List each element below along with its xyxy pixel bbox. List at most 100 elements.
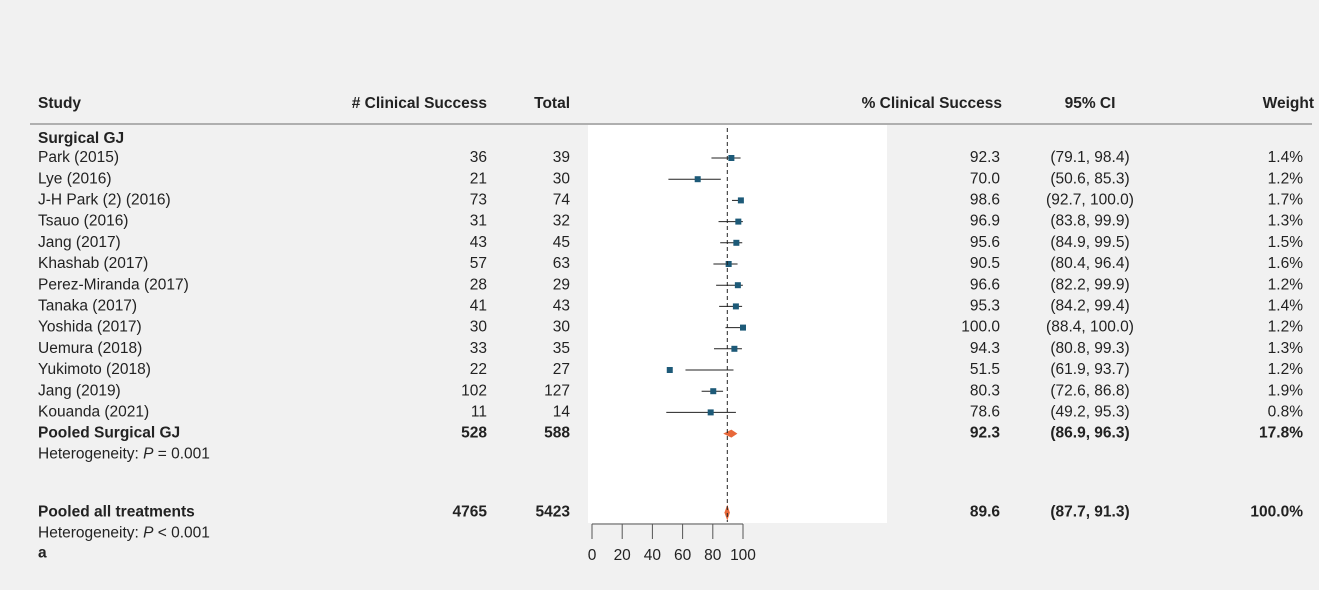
x-tick-label: 40 xyxy=(644,547,662,564)
success-count: 102 xyxy=(461,382,487,399)
success-count: 43 xyxy=(470,234,487,251)
percent-success: 51.5 xyxy=(970,361,1000,378)
pooled-diamond xyxy=(724,504,730,521)
x-tick-label: 20 xyxy=(614,547,632,564)
total-count: 14 xyxy=(553,403,571,420)
total-count: 63 xyxy=(553,255,570,272)
confidence-interval: (72.6, 86.8) xyxy=(1050,382,1129,399)
x-tick-label: 0 xyxy=(588,547,597,564)
weight: 1.3% xyxy=(1268,213,1304,230)
percent-success: 94.3 xyxy=(970,340,1000,357)
success-count: 4765 xyxy=(453,504,488,521)
confidence-interval: (61.9, 93.7) xyxy=(1050,361,1129,378)
weight: 100.0% xyxy=(1250,504,1303,521)
confidence-interval: (84.9, 99.5) xyxy=(1050,234,1129,251)
success-count: 73 xyxy=(470,191,487,208)
study-marker xyxy=(735,218,742,225)
confidence-interval: (49.2, 95.3) xyxy=(1050,403,1129,420)
study-name: Pooled Surgical GJ xyxy=(38,425,180,442)
percent-success: 80.3 xyxy=(970,382,1000,399)
success-count: 11 xyxy=(471,403,487,420)
heterogeneity-part: < 0.001 xyxy=(153,525,209,542)
column-header: % Clinical Success xyxy=(862,95,1002,112)
study-marker xyxy=(707,409,714,416)
confidence-interval: (80.8, 99.3) xyxy=(1050,340,1129,357)
weight: 1.2% xyxy=(1268,276,1304,293)
study-name: Khashab (2017) xyxy=(38,255,148,272)
study-name: Park (2015) xyxy=(38,149,119,166)
percent-success: 89.6 xyxy=(970,504,1001,521)
study-name: Yoshida (2017) xyxy=(38,319,142,336)
success-count: 22 xyxy=(470,361,487,378)
success-count: 41 xyxy=(470,297,487,314)
weight: 1.2% xyxy=(1268,170,1304,187)
x-tick-label: 60 xyxy=(674,547,692,564)
column-header: 95% CI xyxy=(1065,95,1116,112)
heterogeneity-part: = 0.001 xyxy=(153,446,209,463)
column-header: Weight xyxy=(1263,95,1314,112)
study-name: Jang (2017) xyxy=(38,234,121,251)
percent-success: 92.3 xyxy=(970,149,1000,166)
study-marker xyxy=(710,388,717,395)
study-name: Uemura (2018) xyxy=(38,340,142,357)
study-marker xyxy=(731,345,738,352)
weight: 1.7% xyxy=(1268,191,1304,208)
percent-success: 100.0 xyxy=(961,319,1000,336)
confidence-interval: (86.9, 96.3) xyxy=(1050,425,1129,442)
total-count: 43 xyxy=(553,297,570,314)
study-name: Pooled all treatments xyxy=(38,504,195,521)
confidence-interval: (92.7, 100.0) xyxy=(1046,191,1134,208)
x-tick-label: 80 xyxy=(704,547,722,564)
success-count: 21 xyxy=(470,170,487,187)
panel-label: a xyxy=(38,545,47,562)
study-marker xyxy=(734,282,741,289)
success-count: 30 xyxy=(470,319,488,336)
total-count: 27 xyxy=(553,361,570,378)
column-header: Total xyxy=(534,95,570,112)
plot-panel xyxy=(588,125,887,523)
column-header: # Clinical Success xyxy=(352,95,487,112)
confidence-interval: (50.6, 85.3) xyxy=(1050,170,1129,187)
heterogeneity-part: P xyxy=(143,525,154,542)
pooled-diamond xyxy=(723,429,738,438)
total-count: 5423 xyxy=(536,504,571,521)
success-count: 28 xyxy=(470,276,487,293)
study-marker xyxy=(666,367,673,373)
percent-success: 95.6 xyxy=(970,234,1000,251)
weight: 0.8% xyxy=(1268,403,1304,420)
total-count: 35 xyxy=(553,340,570,357)
percent-success: 96.6 xyxy=(970,276,1000,293)
study-name: Yukimoto (2018) xyxy=(38,361,151,378)
weight: 1.4% xyxy=(1268,297,1304,314)
study-name: Tsauo (2016) xyxy=(38,213,128,230)
study-name: J-H Park (2) (2016) xyxy=(38,191,171,208)
success-count: 57 xyxy=(470,255,487,272)
percent-success: 98.6 xyxy=(970,191,1000,208)
x-tick-label: 100 xyxy=(730,547,756,564)
study-marker xyxy=(728,155,735,161)
success-count: 33 xyxy=(470,340,487,357)
column-header: Study xyxy=(38,95,81,112)
weight: 1.5% xyxy=(1268,234,1304,251)
confidence-interval: (82.2, 99.9) xyxy=(1050,276,1129,293)
total-count: 29 xyxy=(553,276,570,293)
weight: 1.2% xyxy=(1268,319,1304,336)
percent-success: 90.5 xyxy=(970,255,1000,272)
total-count: 30 xyxy=(553,170,571,187)
confidence-interval: (80.4, 96.4) xyxy=(1050,255,1129,272)
study-marker xyxy=(740,324,746,331)
study-marker xyxy=(733,239,740,246)
total-count: 39 xyxy=(553,149,570,166)
study-name: Jang (2019) xyxy=(38,382,121,399)
percent-success: 92.3 xyxy=(970,425,1001,442)
total-count: 32 xyxy=(553,213,570,230)
success-count: 528 xyxy=(461,425,487,442)
percent-success: 70.0 xyxy=(970,170,1001,187)
total-count: 588 xyxy=(544,425,570,442)
total-count: 45 xyxy=(553,234,570,251)
heterogeneity-part: Heterogeneity: xyxy=(38,446,143,463)
study-name: Kouanda (2021) xyxy=(38,403,149,420)
weight: 1.2% xyxy=(1268,361,1304,378)
percent-success: 95.3 xyxy=(970,297,1000,314)
